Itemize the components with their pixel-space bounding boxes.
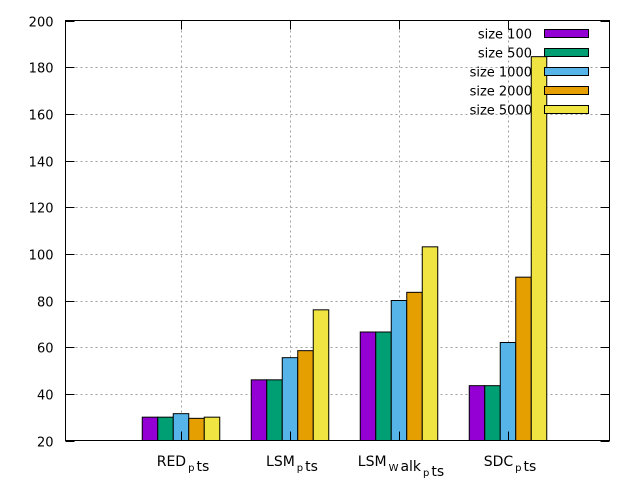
y-tick-label: 180 bbox=[29, 62, 54, 77]
y-tick-label: 20 bbox=[37, 436, 54, 451]
bar-size-100-cat-3 bbox=[468, 385, 486, 441]
bar-size-1000-cat-1 bbox=[281, 357, 299, 441]
x-category-label: RED p ts bbox=[157, 454, 210, 475]
legend-label: size 5000 bbox=[470, 104, 532, 119]
y-tick-label: 40 bbox=[37, 389, 54, 404]
y-tick-label: 120 bbox=[29, 202, 54, 217]
bar-size-2000-cat-1 bbox=[297, 350, 314, 441]
bar-size-2000-cat-2 bbox=[406, 291, 423, 442]
bar-size-1000-cat-3 bbox=[499, 342, 517, 441]
legend-swatch bbox=[544, 29, 589, 38]
legend-label: size 500 bbox=[478, 47, 532, 62]
bar-size-5000-cat-3 bbox=[530, 56, 548, 442]
legend-swatch bbox=[544, 105, 589, 114]
legend-label: size 1000 bbox=[470, 66, 532, 81]
y-tick-label: 80 bbox=[37, 296, 54, 311]
bar-size-5000-cat-2 bbox=[421, 246, 439, 441]
bar-size-2000-cat-3 bbox=[515, 276, 532, 441]
y-tick-label: 160 bbox=[29, 109, 54, 124]
y-tick-label: 200 bbox=[29, 16, 54, 31]
x-category-label: SDC p ts bbox=[484, 454, 537, 475]
y-axis-ticks: 20 40 60 80 100 120 140 160 180 200 bbox=[29, 16, 610, 451]
bar-size-500-cat-0 bbox=[157, 416, 174, 441]
bar-size-2000-cat-0 bbox=[188, 417, 205, 442]
legend-swatch bbox=[544, 67, 589, 76]
bar-size-5000-cat-0 bbox=[203, 416, 221, 441]
grid-lines bbox=[65, 20, 610, 441]
bar-size-1000-cat-2 bbox=[390, 300, 408, 441]
legend-label: size 2000 bbox=[470, 85, 532, 100]
bar-size-500-cat-3 bbox=[484, 385, 501, 441]
bar-size-5000-cat-1 bbox=[312, 309, 330, 442]
bar-size-500-cat-2 bbox=[375, 331, 392, 441]
bar-size-100-cat-2 bbox=[359, 331, 377, 441]
legend-swatch bbox=[544, 86, 589, 95]
y-tick-label: 100 bbox=[29, 249, 54, 264]
x-category-label: LSM p ts bbox=[266, 454, 318, 475]
bars bbox=[141, 56, 548, 442]
legend: size 100 size 500 size 1000 size 2000 size 5… bbox=[470, 28, 589, 119]
plot-frame bbox=[65, 20, 610, 441]
y-tick-label: 60 bbox=[37, 342, 54, 357]
y-tick-label: 140 bbox=[29, 156, 54, 171]
bar-size-100-cat-0 bbox=[141, 416, 159, 441]
bar-size-500-cat-1 bbox=[266, 379, 283, 442]
bar-size-100-cat-1 bbox=[250, 379, 268, 442]
legend-label: size 100 bbox=[478, 28, 532, 43]
legend-swatch bbox=[544, 48, 589, 57]
